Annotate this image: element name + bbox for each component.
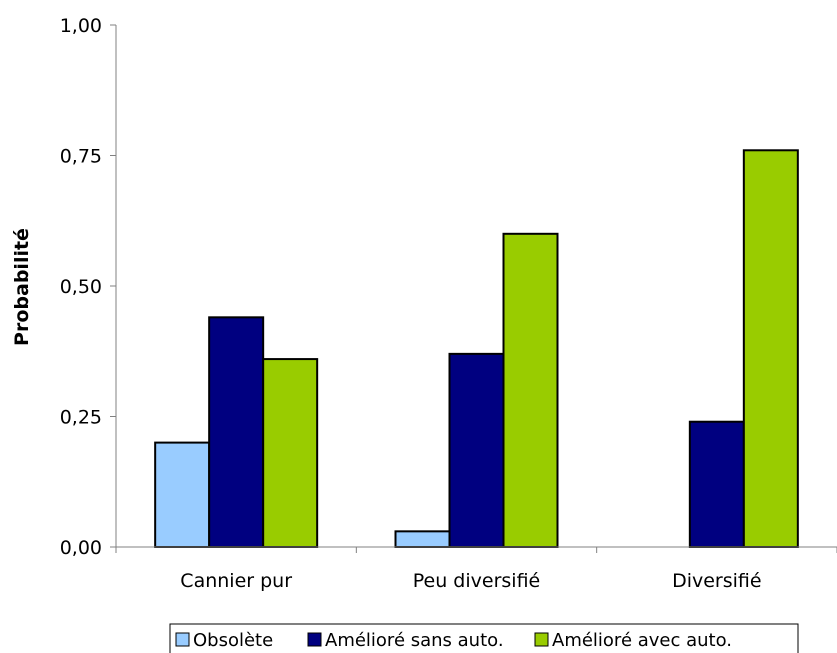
x-tick-label: Cannier pur: [180, 570, 292, 592]
bar-1-1: [448, 352, 505, 548]
bars-group: [154, 149, 799, 549]
bar-1-0: [394, 530, 451, 549]
bar-1-2: [502, 232, 559, 549]
legend-label: Obsolète: [193, 630, 273, 651]
legend-swatch: [307, 632, 322, 647]
axes-group: 0,00 0,25 0,50 0,75 1,00 Cannier pur Peu diver…: [60, 15, 837, 592]
legend: Obsolète Amélioré sans auto. Amélioré avec…: [169, 623, 799, 653]
legend-swatch: [175, 632, 190, 647]
legend-swatch: [534, 632, 549, 647]
bar-0-0: [154, 441, 211, 549]
y-axis-label: Probabilité: [11, 228, 33, 346]
bar-0-1: [208, 316, 265, 548]
legend-label: Amélioré sans auto.: [325, 630, 504, 651]
y-tick-label: 0,00: [60, 537, 102, 559]
x-tick-label: Peu diversifié: [413, 570, 540, 592]
bar-0-2: [262, 358, 319, 548]
legend-box: [169, 623, 799, 653]
y-tick-label: 0,75: [60, 146, 102, 168]
y-tick-label: 0,25: [60, 407, 102, 429]
x-tick-label: Diversifié: [672, 570, 762, 592]
y-tick-label: 1,00: [60, 15, 102, 37]
y-tick-label: 0,50: [60, 276, 102, 298]
bar-2-2: [742, 149, 799, 548]
legend-label: Amélioré avec auto.: [552, 630, 732, 651]
bar-2-1: [688, 420, 745, 548]
